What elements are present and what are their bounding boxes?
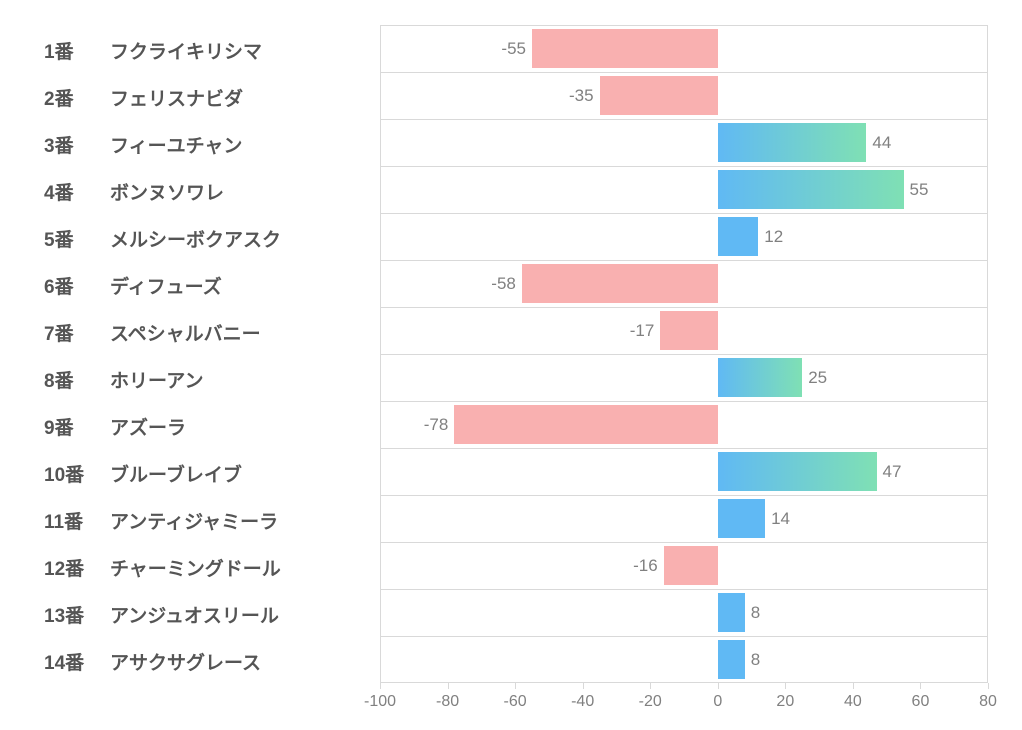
row-name: フィーユチャン — [110, 131, 242, 158]
row-separator — [380, 260, 988, 261]
row-name: ボンヌソワレ — [110, 178, 224, 205]
row-number: 13番 — [44, 601, 84, 628]
bar — [718, 358, 802, 397]
bar — [600, 76, 718, 115]
xtick-mark — [785, 683, 786, 689]
row-number: 8番 — [44, 366, 74, 393]
bar-value: 12 — [764, 227, 783, 247]
xtick-label: 40 — [844, 693, 862, 711]
bar — [718, 593, 745, 632]
row-separator — [380, 166, 988, 167]
bar-value: 14 — [771, 509, 790, 529]
xtick-label: -40 — [571, 693, 594, 711]
bar-value: -17 — [0, 321, 654, 341]
row-number: 3番 — [44, 131, 74, 158]
row-name: アンジュオスリール — [110, 601, 279, 628]
row-separator — [380, 495, 988, 496]
row-number: 14番 — [44, 648, 84, 675]
xtick-mark — [583, 683, 584, 689]
bar — [718, 217, 759, 256]
xtick-label: 80 — [979, 693, 997, 711]
row-number: 4番 — [44, 178, 74, 205]
bar — [718, 170, 904, 209]
xtick-label: 60 — [912, 693, 930, 711]
row-name: メルシーボクアスク — [110, 225, 281, 252]
row-number: 11番 — [44, 507, 83, 534]
row-separator — [380, 119, 988, 120]
xtick-mark — [853, 683, 854, 689]
row-separator — [380, 448, 988, 449]
xtick-label: -100 — [364, 693, 396, 711]
row-separator — [380, 589, 988, 590]
bar — [718, 640, 745, 679]
xtick-mark — [448, 683, 449, 689]
row-number: 10番 — [44, 460, 84, 487]
xtick-mark — [380, 683, 381, 689]
bar — [532, 29, 718, 68]
bar-value: -16 — [0, 556, 658, 576]
row-separator — [380, 542, 988, 543]
row-name: ブルーブレイブ — [110, 460, 242, 487]
xtick-label: 0 — [713, 693, 722, 711]
bar-value: 8 — [751, 650, 760, 670]
row-separator — [380, 213, 988, 214]
xtick-label: -80 — [436, 693, 459, 711]
row-number: 5番 — [44, 225, 74, 252]
bar — [718, 123, 867, 162]
row-name: アンティジャミーラ — [110, 507, 278, 534]
row-separator — [380, 307, 988, 308]
row-separator — [380, 354, 988, 355]
bar — [660, 311, 717, 350]
row-name: アサクサグレース — [110, 648, 261, 675]
row-name: ホリーアン — [110, 366, 203, 393]
xtick-mark — [988, 683, 989, 689]
xtick-mark — [515, 683, 516, 689]
bar-value: 25 — [808, 368, 827, 388]
xtick-mark — [718, 683, 719, 689]
bar-value: 47 — [883, 462, 902, 482]
bar-value: 55 — [910, 180, 929, 200]
row-separator — [380, 636, 988, 637]
xtick-label: -60 — [504, 693, 527, 711]
row-separator — [380, 401, 988, 402]
bar — [718, 499, 765, 538]
bar — [522, 264, 718, 303]
bar-value: -35 — [0, 86, 594, 106]
bar — [718, 452, 877, 491]
xtick-mark — [650, 683, 651, 689]
xtick-mark — [920, 683, 921, 689]
xtick-label: -20 — [639, 693, 662, 711]
bar-value: -78 — [0, 415, 448, 435]
bar-value: -55 — [0, 39, 526, 59]
bar — [454, 405, 717, 444]
bar-value: 8 — [751, 603, 760, 623]
xtick-label: 20 — [776, 693, 794, 711]
bar-value: 44 — [872, 133, 891, 153]
bar — [664, 546, 718, 585]
bar-value: -58 — [0, 274, 516, 294]
row-separator — [380, 72, 988, 73]
